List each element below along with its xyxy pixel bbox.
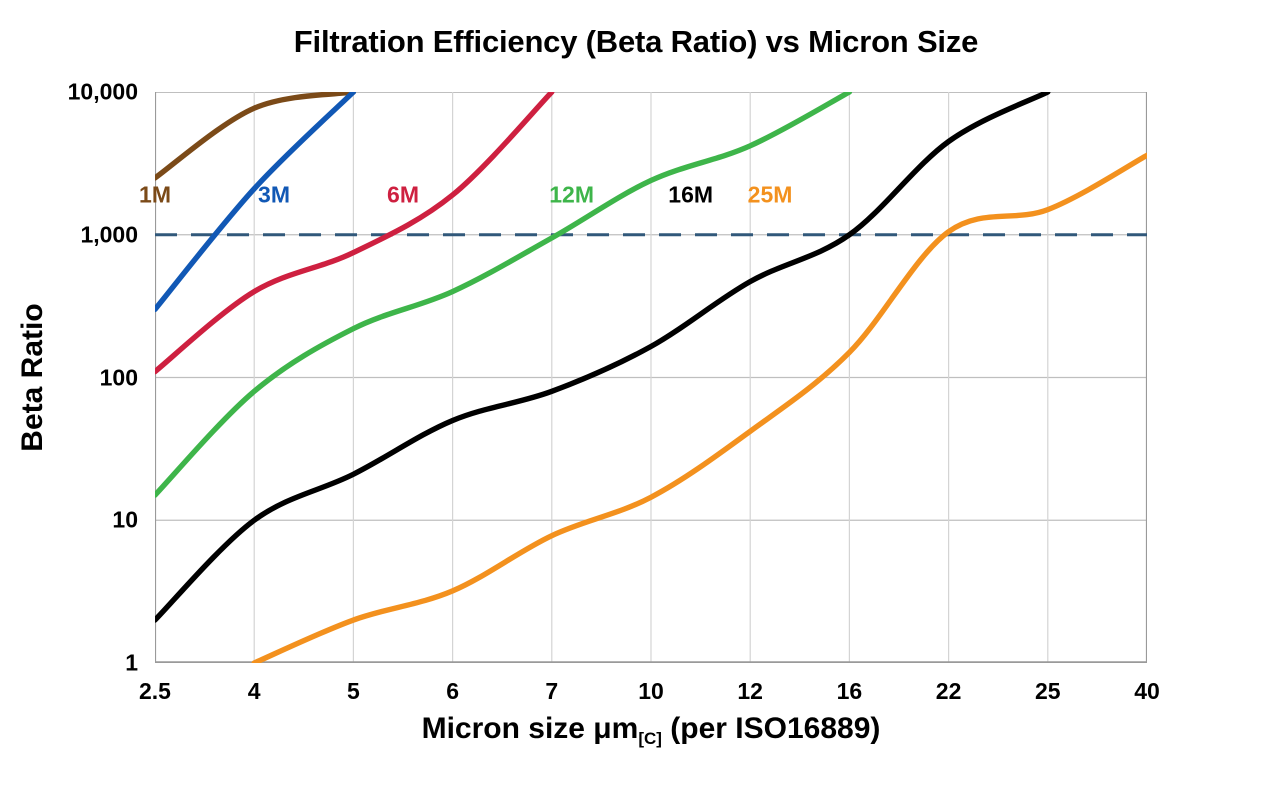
x-axis-tick-label: 2.5: [139, 678, 171, 704]
x-axis-tick-label: 12: [737, 678, 763, 704]
x-axis-tick-label: 5: [346, 678, 360, 704]
series-line-25m: [251, 152, 1147, 663]
series-label-16m: 16M: [668, 181, 714, 208]
series-line-6m: [155, 92, 555, 375]
page-title: Filtration Efficiency (Beta Ratio) vs Mi…: [293, 24, 979, 59]
series-label-6m: 6M: [387, 181, 419, 208]
y-axis-tick-label: 1: [125, 649, 138, 676]
plot-area: [155, 92, 1147, 663]
y-axis-tick-label: 1,000: [80, 221, 138, 248]
x-axis-tick-label: 4: [247, 678, 261, 704]
series-label-25m: 25M: [747, 181, 793, 208]
x-axis-tick-label: 7: [545, 678, 559, 704]
series-line-16m: [155, 92, 1051, 623]
x-axis-tick-label: 25: [1035, 678, 1061, 704]
series-line-1m: [155, 92, 357, 181]
series-line-3m: [155, 92, 357, 313]
x-axis-tick-label: 16: [836, 678, 863, 704]
series-label-1m: 1M: [139, 181, 171, 208]
plot-svg: [155, 92, 1147, 663]
x-axis-tick-label: 6: [446, 678, 459, 704]
x-axis-title-main: Micron size μm: [421, 712, 639, 745]
y-axis-tick-label: 10,000: [67, 78, 138, 105]
x-axis-title-tail: (per ISO16889): [661, 712, 881, 745]
y-axis-tick-label: 10: [112, 506, 138, 533]
x-axis-title: Micron size μm[C] (per ISO16889): [155, 712, 1147, 748]
series-label-3m: 3M: [258, 181, 291, 208]
series-line-12m: [155, 92, 853, 498]
y-axis-tick-labels: 1 10 100 1,000 10,000: [0, 0, 155, 790]
x-axis-tick-label: 10: [638, 678, 664, 704]
grid-lines: [155, 92, 1147, 663]
x-axis-tick-label: 40: [1134, 678, 1160, 704]
y-axis-tick-label: 100: [99, 364, 138, 390]
x-axis-tick-label: 22: [935, 678, 962, 704]
x-axis-title-subscript: [C]: [638, 729, 662, 748]
series-lines: [155, 92, 1147, 663]
series-label-12m: 12M: [549, 181, 594, 208]
